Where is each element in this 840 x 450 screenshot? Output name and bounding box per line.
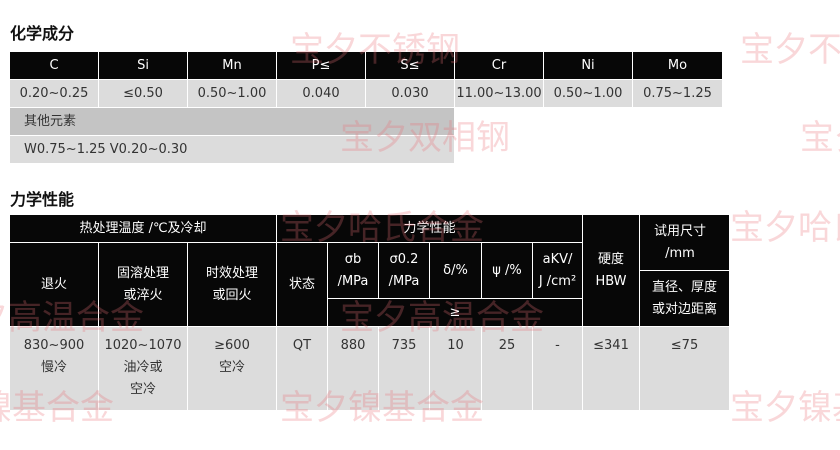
- min-value-header: ≥: [328, 299, 583, 327]
- mech-data-cell: ≥600 空冷: [188, 327, 277, 411]
- chem-value-cell: 0.50~1.00: [188, 80, 277, 108]
- watermark: 宝夕双相钢: [800, 118, 840, 158]
- annealing-header: 退火: [10, 243, 99, 327]
- chem-header-cell: P≤: [277, 52, 366, 80]
- mech-sub-header: ψ /%: [482, 243, 533, 299]
- mech-data-cell: -: [533, 327, 583, 411]
- other-elements-value: W0.75~1.25 V0.20~0.30: [10, 136, 455, 164]
- chem-header-cell: Si: [99, 52, 188, 80]
- chem-header-cell: Mo: [633, 52, 723, 80]
- chem-header-cell: Ni: [544, 52, 633, 80]
- chem-value-cell: 11.00~13.00: [455, 80, 544, 108]
- chem-header-cell: Mn: [188, 52, 277, 80]
- chem-value-cell: 0.20~0.25: [10, 80, 99, 108]
- size-header: 试用尺寸 /mm: [640, 215, 730, 271]
- mech-data-cell: 830~900 慢冷: [10, 327, 99, 411]
- chem-title: 化学成分: [10, 24, 75, 43]
- aging-header: 时效处理 或回火: [188, 243, 277, 327]
- mech-data-cell: ≤75: [640, 327, 730, 411]
- other-elements-label: 其他元素: [10, 108, 455, 136]
- chem-value-cell: ≤0.50: [99, 80, 188, 108]
- chem-value-cell: 0.75~1.25: [633, 80, 723, 108]
- mech-sub-header: σb /MPa: [328, 243, 379, 299]
- mech-data-cell: QT: [277, 327, 328, 411]
- mech-data-cell: 25: [482, 327, 533, 411]
- mech-data-cell: 735: [379, 327, 430, 411]
- mech-title: 力学性能: [10, 190, 75, 209]
- mech-sub-header: aKV/ J /cm²: [533, 243, 583, 299]
- mech-sub-header: σ0.2 /MPa: [379, 243, 430, 299]
- chem-header-cell: Cr: [455, 52, 544, 80]
- heat-treatment-header: 热处理温度 /℃及冷却: [10, 215, 277, 243]
- size-sub-header: 直径、厚度 或对边距离: [640, 271, 730, 327]
- chem-value-cell: 0.040: [277, 80, 366, 108]
- solution-header: 固溶处理 或淬火: [99, 243, 188, 327]
- chem-value-cell: 0.50~1.00: [544, 80, 633, 108]
- mech-data-cell: 1020~1070 油冷或 空冷: [99, 327, 188, 411]
- watermark: 宝夕镍基合金: [730, 388, 840, 428]
- mech-data-cell: ≤341: [583, 327, 640, 411]
- mechanical-header: 力学性能: [277, 215, 583, 243]
- watermark: 宝夕不锈钢: [740, 30, 840, 70]
- chem-value-cell: 0.030: [366, 80, 455, 108]
- watermark: 宝夕哈氏合金: [730, 208, 840, 248]
- chem-header-cell: C: [10, 52, 99, 80]
- hardness-header: 硬度 HBW: [583, 215, 640, 327]
- mech-sub-header: δ/%: [430, 243, 482, 299]
- mech-data-cell: 880: [328, 327, 379, 411]
- chem-header-cell: S≤: [366, 52, 455, 80]
- state-header: 状态: [277, 243, 328, 327]
- mech-data-cell: 10: [430, 327, 482, 411]
